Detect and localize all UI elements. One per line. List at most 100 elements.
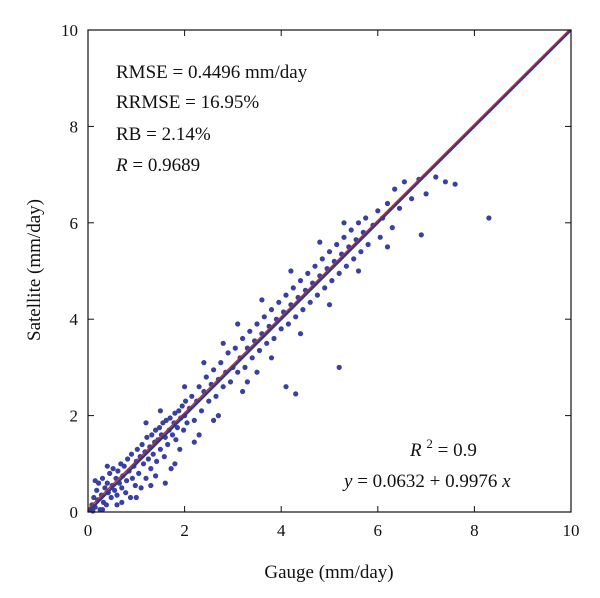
- rb-label: RB: [116, 124, 141, 145]
- data-point: [139, 441, 145, 448]
- x-tick-label: 0: [84, 521, 93, 540]
- data-point: [365, 241, 371, 248]
- data-point: [326, 249, 333, 255]
- x-tick-label: 2: [180, 521, 189, 540]
- data-point: [115, 468, 121, 474]
- data-point: [235, 369, 241, 375]
- data-point: [375, 208, 381, 214]
- x-tick-label: 10: [563, 521, 580, 540]
- data-point: [355, 268, 362, 274]
- data-point: [168, 466, 174, 472]
- data-point: [173, 437, 179, 443]
- data-point: [148, 466, 154, 472]
- data-point: [363, 215, 369, 221]
- data-point: [213, 393, 219, 399]
- data-point: [198, 408, 205, 414]
- r-label: R: [115, 155, 128, 176]
- x-axis-ticks: 0 2 4 6 8 10: [84, 30, 580, 540]
- data-point: [409, 196, 415, 202]
- data-point: [181, 427, 187, 433]
- data-point: [102, 485, 108, 491]
- data-point: [169, 432, 176, 438]
- plot-frame: [87, 29, 572, 513]
- data-point: [125, 456, 131, 462]
- data-point: [384, 200, 391, 207]
- data-point: [486, 215, 492, 221]
- data-point: [119, 499, 125, 505]
- data-point: [156, 425, 163, 431]
- data-point: [177, 446, 183, 452]
- data-point: [99, 507, 106, 513]
- data-point: [154, 458, 160, 464]
- data-point: [153, 473, 159, 479]
- data-point: [220, 340, 226, 346]
- data-point: [297, 331, 304, 337]
- data-point: [99, 475, 106, 481]
- data-point: [189, 393, 195, 399]
- x-tick-label: 8: [470, 521, 479, 540]
- data-point: [179, 403, 185, 409]
- data-point: [322, 285, 328, 291]
- data-point: [114, 502, 120, 508]
- data-point: [203, 374, 209, 380]
- data-point: [149, 432, 155, 438]
- data-point: [283, 292, 289, 298]
- rrmse-value: 16.95%: [201, 92, 260, 113]
- data-point: [92, 478, 98, 484]
- data-point: [341, 234, 347, 240]
- data-point: [293, 314, 299, 320]
- y-axis-title: Satellite (mm/day): [24, 199, 45, 341]
- equation-intercept: 0.0632: [373, 471, 425, 492]
- data-point: [121, 463, 127, 469]
- data-point: [254, 369, 260, 375]
- data-point: [278, 326, 284, 332]
- data-point: [191, 417, 197, 423]
- data-point: [271, 335, 277, 342]
- data-point: [103, 502, 109, 508]
- data-point: [196, 384, 202, 390]
- equation-slope: 0.9976: [445, 471, 497, 492]
- data-point: [235, 321, 241, 327]
- data-point: [182, 384, 188, 390]
- data-point: [305, 270, 311, 276]
- r2-label: R: [409, 440, 422, 461]
- data-point: [144, 434, 150, 440]
- data-point: [283, 384, 289, 390]
- data-point: [442, 179, 448, 185]
- data-point: [247, 328, 253, 334]
- regression-lines: [87, 29, 572, 513]
- data-point: [150, 451, 156, 457]
- equation-var: x: [501, 471, 511, 492]
- data-point: [143, 475, 149, 481]
- data-point: [157, 446, 163, 452]
- data-point: [249, 355, 255, 361]
- data-point: [389, 225, 395, 231]
- data-point: [201, 360, 207, 366]
- y-tick-label: 8: [70, 117, 79, 136]
- data-point: [206, 398, 212, 404]
- data-point: [196, 432, 202, 438]
- fit-line: [87, 29, 570, 510]
- data-point: [129, 475, 135, 481]
- data-point: [433, 174, 439, 180]
- data-point: [326, 302, 333, 308]
- data-point: [172, 461, 178, 467]
- data-point: [256, 347, 263, 354]
- data-point: [132, 482, 138, 489]
- data-point: [423, 191, 429, 197]
- y-tick-label: 2: [70, 407, 79, 426]
- data-point: [254, 321, 260, 327]
- data-point: [300, 307, 306, 313]
- data-point: [110, 466, 116, 472]
- data-point: [259, 297, 265, 303]
- data-point: [261, 314, 267, 320]
- data-point: [94, 487, 100, 493]
- data-point: [319, 256, 325, 262]
- data-point: [396, 205, 403, 211]
- data-point: [314, 292, 320, 298]
- data-point: [183, 398, 189, 404]
- data-point: [358, 249, 364, 255]
- data-point: [138, 485, 144, 491]
- data-point: [264, 340, 270, 346]
- data-point: [218, 360, 224, 366]
